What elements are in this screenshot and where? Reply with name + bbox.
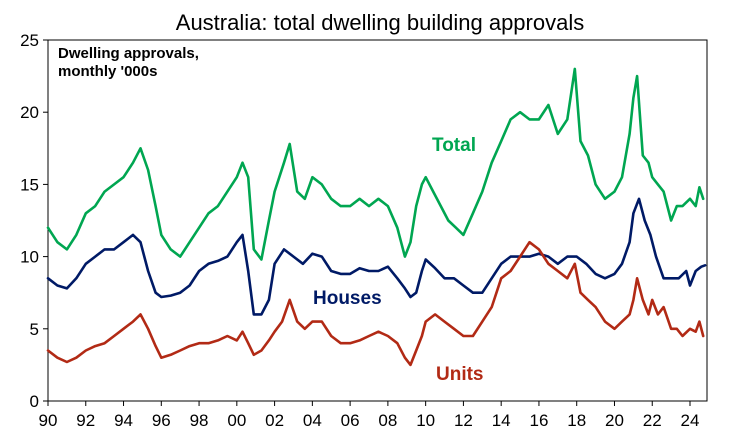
series-label-total: Total	[432, 135, 476, 156]
x-tick-label: 96	[152, 411, 171, 430]
x-tick-label: 06	[341, 411, 360, 430]
x-tick-label: 10	[416, 411, 435, 430]
x-tick-label: 98	[190, 411, 209, 430]
y-axis: 0 5 10 15 20 25	[20, 31, 48, 411]
y-tick-label: 0	[30, 392, 39, 411]
x-tick-label: 24	[681, 411, 700, 430]
x-tick-label: 00	[227, 411, 246, 430]
y-tick-label: 15	[20, 175, 39, 194]
x-tick-label: 22	[643, 411, 662, 430]
x-tick-label: 14	[492, 411, 511, 430]
x-tick-label: 94	[114, 411, 133, 430]
annotation-line-1: Dwelling approvals,	[58, 45, 199, 62]
y-tick-label: 5	[30, 320, 39, 339]
series-label-units: Units	[436, 364, 484, 385]
series-line-houses	[46, 197, 707, 316]
x-axis: 90 92 94 96 98 00 02 04 06 08 10 12 14 16 18 20 22 24	[39, 401, 700, 430]
series-line-units	[46, 240, 705, 367]
annotation-line-2: monthly '000s	[58, 63, 157, 80]
x-tick-label: 12	[454, 411, 473, 430]
series-layer	[46, 67, 707, 367]
chart-title: Australia: total dwelling building appro…	[176, 10, 584, 35]
x-tick-label: 90	[39, 411, 58, 430]
x-tick-label: 02	[265, 411, 284, 430]
series-line-total	[46, 67, 705, 261]
x-tick-label: 18	[567, 411, 586, 430]
y-tick-label: 25	[20, 31, 39, 50]
x-tick-label: 92	[76, 411, 95, 430]
x-tick-label: 16	[529, 411, 548, 430]
plot-area-frame	[47, 39, 708, 402]
y-tick-label: 20	[20, 103, 39, 122]
series-label-houses: Houses	[313, 288, 382, 309]
x-tick-label: 20	[605, 411, 624, 430]
y-tick-label: 10	[20, 248, 39, 267]
x-tick-label: 08	[378, 411, 397, 430]
x-tick-label: 04	[303, 411, 322, 430]
